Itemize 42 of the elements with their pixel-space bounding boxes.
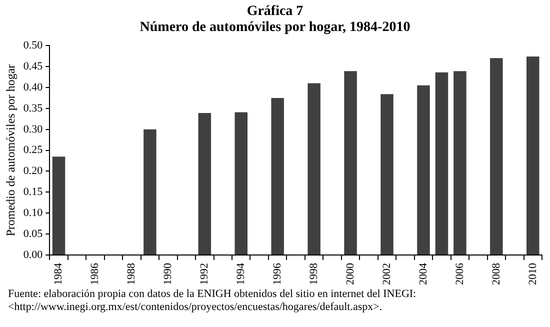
x-tick-label: 1998 <box>308 262 320 285</box>
y-tick-label: 0.05 <box>23 228 44 240</box>
y-tick-label: 0.15 <box>23 186 44 198</box>
y-tick-label: 0.10 <box>23 207 44 220</box>
x-tick-label: 2000 <box>344 262 356 285</box>
x-tick-label: 1994 <box>235 262 248 285</box>
bar <box>417 85 430 254</box>
x-tick-label: 1992 <box>198 263 211 285</box>
bar <box>454 71 466 254</box>
y-tick-label: 0.25 <box>23 144 44 156</box>
bar <box>526 56 540 254</box>
bar <box>271 98 284 254</box>
x-tick-label: 2010 <box>526 262 539 285</box>
bar <box>52 156 66 254</box>
chart-title: Gráfica 7 <box>246 3 304 20</box>
bar <box>198 113 212 254</box>
x-tick-label: 1990 <box>162 262 174 285</box>
x-tick-label: 2008 <box>490 262 502 285</box>
y-tick-label: 0.30 <box>23 123 44 136</box>
x-tick-label: 2004 <box>417 262 430 285</box>
y-tick-label: 0.45 <box>23 60 44 72</box>
source-note: Fuente: elaboración propia con datos de la ENIGH obtenidos del sitio en internet del INEGI: <http://www.inegi.org.mx/est/contenidos/proyectos/encuestas/hogares/default.aspx>. <box>7 288 418 314</box>
x-tick-label: 2002 <box>380 263 393 285</box>
bar <box>234 112 248 254</box>
bar <box>490 58 503 254</box>
bar <box>308 83 320 254</box>
bar <box>435 72 448 254</box>
x-tick-label: 1986 <box>89 262 102 285</box>
chart-subtitle: Número de automóviles por hogar, 1984-2010 <box>138 20 412 36</box>
y-tick-label: 0.50 <box>23 39 44 52</box>
bar <box>380 94 394 254</box>
x-tick-label: 1996 <box>271 262 284 285</box>
bar <box>144 129 156 254</box>
x-tick-label: 2006 <box>454 262 466 285</box>
y-tick-label: 0.40 <box>23 81 44 94</box>
y-tick-label: 0.00 <box>23 248 44 261</box>
x-tick-label: 1984 <box>52 262 65 285</box>
y-tick-label: 0.35 <box>23 102 44 114</box>
bar <box>344 71 357 254</box>
y-tick-label: 0.20 <box>23 165 44 178</box>
x-tick-label: 1988 <box>126 262 138 285</box>
y-axis-title: Promedio de automóviles por hogar <box>3 64 18 236</box>
